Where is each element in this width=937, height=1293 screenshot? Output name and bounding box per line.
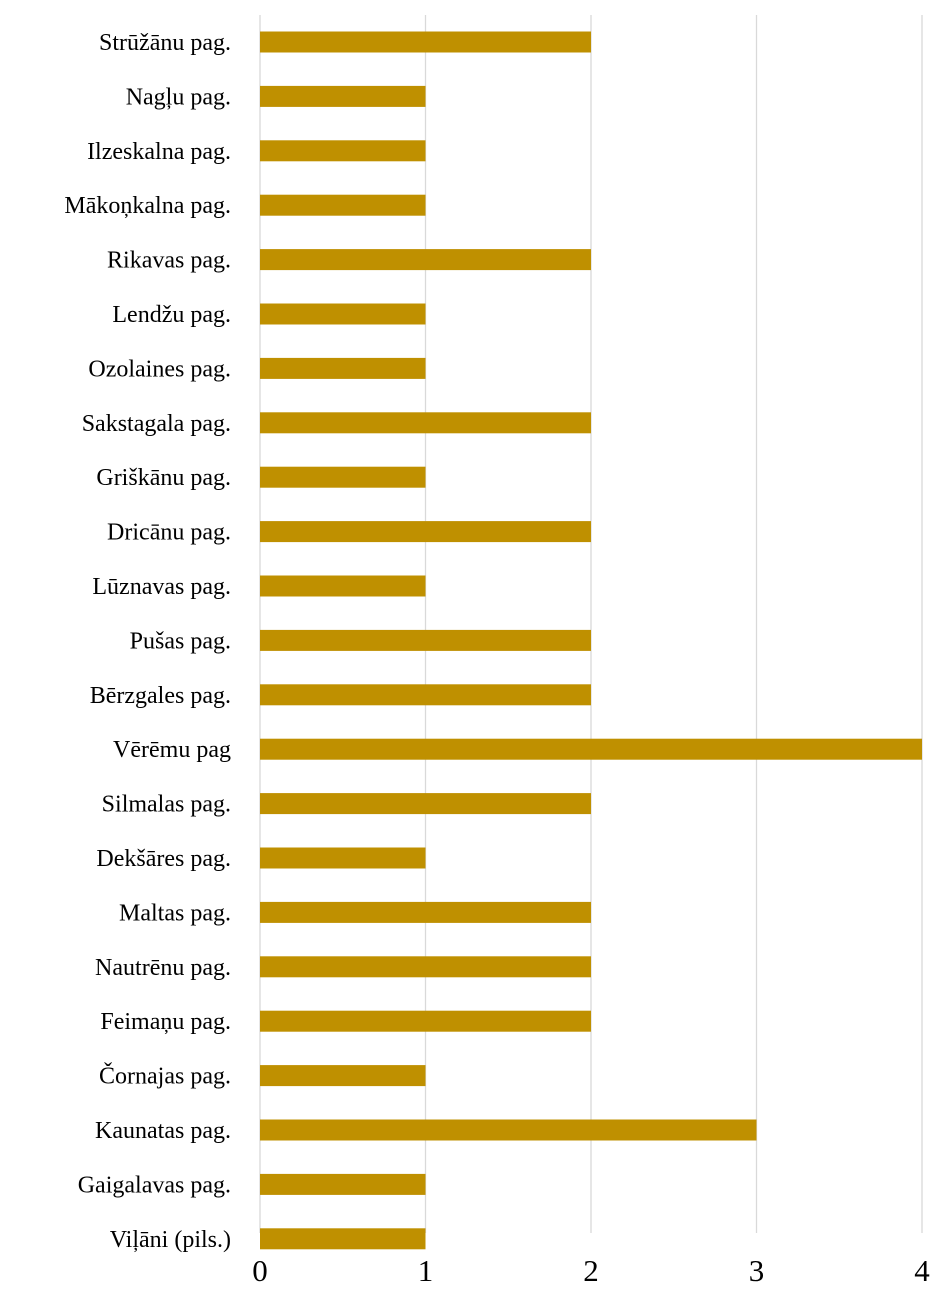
bar bbox=[260, 303, 426, 325]
bar bbox=[260, 1065, 426, 1087]
category-label: Viļāni (pils.) bbox=[110, 1227, 231, 1253]
bar bbox=[260, 412, 591, 434]
bar bbox=[260, 738, 922, 760]
category-label: Strūžānu pag. bbox=[99, 30, 231, 56]
bar bbox=[260, 629, 591, 651]
category-label: Lūznavas pag. bbox=[92, 574, 231, 600]
category-label: Kaunatas pag. bbox=[95, 1118, 231, 1144]
bar bbox=[260, 194, 426, 216]
bar bbox=[260, 357, 426, 379]
x-tick-label: 2 bbox=[583, 1253, 599, 1288]
bars bbox=[260, 31, 922, 1250]
x-tick-label: 0 bbox=[252, 1253, 268, 1288]
bar bbox=[260, 249, 591, 271]
category-label: Mākoņkalna pag. bbox=[64, 193, 231, 219]
bar bbox=[260, 793, 591, 815]
category-label: Lendžu pag. bbox=[112, 302, 231, 328]
category-label: Dricānu pag. bbox=[107, 520, 231, 546]
bar bbox=[260, 575, 426, 597]
category-label: Ilzeskalna pag. bbox=[87, 139, 231, 165]
category-label: Bērzgales pag. bbox=[90, 683, 231, 709]
category-label: Griškānu pag. bbox=[96, 465, 231, 491]
x-tick-label: 1 bbox=[418, 1253, 434, 1288]
category-label: Gaigalavas pag. bbox=[78, 1172, 231, 1198]
bar bbox=[260, 1228, 426, 1250]
bar bbox=[260, 140, 426, 162]
bar bbox=[260, 1173, 426, 1195]
category-labels: Strūžānu pag. Nagļu pag. Ilzeskalna pag. Mā… bbox=[64, 30, 231, 1253]
bar bbox=[260, 85, 426, 107]
category-label: Silmalas pag. bbox=[102, 792, 231, 818]
bar bbox=[260, 847, 426, 869]
category-label: Čornajas pag. bbox=[99, 1063, 231, 1090]
x-axis-tick-labels: 0 1 2 3 4 bbox=[252, 1253, 930, 1288]
category-label: Feimaņu pag. bbox=[100, 1009, 231, 1035]
bar bbox=[260, 684, 591, 706]
category-label: Dekšāres pag. bbox=[96, 846, 231, 872]
bar bbox=[260, 1119, 757, 1141]
category-label: Vērēmu pag bbox=[113, 737, 231, 763]
category-label: Pušas pag. bbox=[130, 628, 231, 654]
x-tick-label: 3 bbox=[749, 1253, 765, 1288]
bar bbox=[260, 956, 591, 978]
bar bbox=[260, 901, 591, 923]
category-label: Sakstagala pag. bbox=[82, 411, 231, 437]
bar bbox=[260, 466, 426, 488]
category-label: Ozolaines pag. bbox=[88, 356, 231, 382]
category-label: Nagļu pag. bbox=[126, 84, 231, 110]
bar bbox=[260, 521, 591, 543]
category-label: Maltas pag. bbox=[119, 900, 231, 926]
category-label: Rikavas pag. bbox=[107, 248, 231, 274]
category-label: Nautrēnu pag. bbox=[95, 955, 231, 981]
x-tick-label: 4 bbox=[914, 1253, 930, 1288]
bar bbox=[260, 1010, 591, 1032]
bar bbox=[260, 31, 591, 53]
